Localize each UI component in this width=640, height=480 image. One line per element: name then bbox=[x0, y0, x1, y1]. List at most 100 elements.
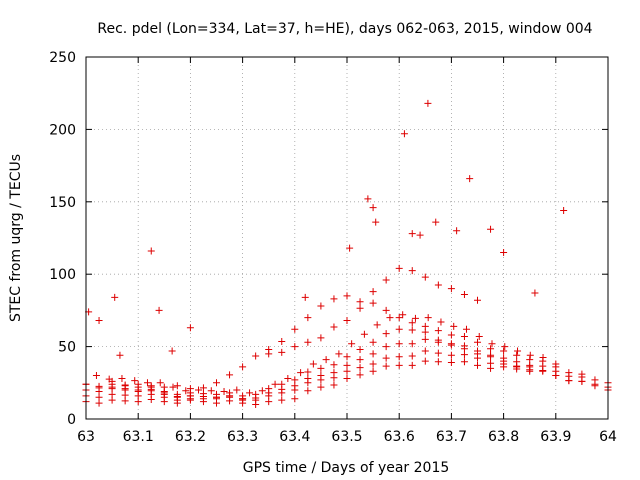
data-point bbox=[297, 369, 305, 377]
data-point bbox=[460, 290, 468, 298]
data-point bbox=[513, 362, 521, 370]
data-point bbox=[304, 374, 312, 382]
data-point bbox=[291, 325, 299, 333]
data-point bbox=[434, 327, 442, 335]
data-point bbox=[335, 350, 343, 358]
data-point bbox=[317, 372, 325, 380]
data-point bbox=[487, 359, 495, 367]
data-point bbox=[258, 387, 266, 395]
y-axis-label: STEC from uqrg / TECUs bbox=[8, 154, 24, 322]
data-point bbox=[252, 352, 260, 360]
x-tick-label: 63.9 bbox=[540, 429, 571, 445]
data-point bbox=[460, 358, 468, 366]
data-point bbox=[356, 304, 364, 312]
data-point bbox=[408, 352, 416, 360]
data-point bbox=[348, 340, 356, 348]
data-point bbox=[95, 317, 103, 325]
data-point bbox=[434, 336, 442, 344]
data-point bbox=[322, 356, 330, 364]
data-point bbox=[382, 330, 390, 338]
data-point bbox=[343, 374, 351, 382]
data-point bbox=[330, 361, 338, 369]
data-point bbox=[447, 331, 455, 339]
x-tick-label: 63 bbox=[77, 429, 95, 445]
data-point bbox=[111, 293, 119, 301]
data-point bbox=[500, 357, 508, 365]
data-point bbox=[487, 351, 495, 359]
data-point bbox=[432, 218, 440, 226]
x-tick-label: 63.5 bbox=[331, 429, 362, 445]
data-point bbox=[369, 350, 377, 358]
data-point bbox=[421, 357, 429, 365]
data-point bbox=[131, 377, 139, 385]
data-point bbox=[487, 345, 495, 353]
data-point bbox=[195, 386, 203, 394]
data-point bbox=[304, 368, 312, 376]
data-point bbox=[395, 264, 403, 272]
data-point bbox=[220, 387, 228, 395]
data-point bbox=[343, 353, 351, 361]
data-point bbox=[400, 130, 408, 138]
data-point bbox=[460, 345, 468, 353]
data-point bbox=[531, 289, 539, 297]
data-point bbox=[437, 318, 445, 326]
data-point bbox=[501, 343, 509, 351]
x-tick-label: 63.3 bbox=[227, 429, 258, 445]
data-point bbox=[108, 383, 116, 391]
data-point bbox=[382, 343, 390, 351]
data-point bbox=[265, 385, 273, 393]
x-axis-label: GPS time / Days of year 2015 bbox=[243, 460, 450, 476]
data-point bbox=[372, 218, 380, 226]
y-tick-label: 50 bbox=[58, 340, 76, 356]
data-point bbox=[304, 338, 312, 346]
data-point bbox=[304, 314, 312, 322]
data-point bbox=[199, 393, 207, 401]
data-point bbox=[578, 370, 586, 378]
data-point bbox=[291, 395, 299, 403]
data-point bbox=[466, 175, 474, 183]
data-point bbox=[330, 369, 338, 377]
data-point bbox=[408, 326, 416, 334]
data-point bbox=[424, 314, 432, 322]
data-point bbox=[239, 395, 247, 403]
data-point bbox=[207, 387, 215, 395]
data-point bbox=[155, 306, 163, 314]
data-point bbox=[317, 383, 325, 391]
data-point bbox=[343, 292, 351, 300]
data-point bbox=[147, 247, 155, 255]
data-point bbox=[395, 340, 403, 348]
data-point bbox=[239, 363, 247, 371]
x-tick-label: 63.8 bbox=[488, 429, 519, 445]
data-point bbox=[233, 386, 241, 394]
data-point bbox=[213, 379, 220, 387]
data-point bbox=[421, 328, 429, 336]
data-point bbox=[356, 356, 364, 364]
data-point bbox=[408, 230, 416, 238]
data-point bbox=[186, 392, 194, 400]
data-point bbox=[356, 371, 364, 379]
data-point bbox=[447, 359, 455, 367]
data-point bbox=[421, 347, 429, 355]
data-point bbox=[474, 296, 481, 304]
data-point bbox=[526, 363, 534, 371]
data-point bbox=[421, 335, 429, 343]
data-point bbox=[474, 361, 481, 369]
data-point bbox=[317, 334, 325, 342]
data-point bbox=[291, 376, 299, 384]
data-point bbox=[382, 276, 390, 284]
data-point bbox=[369, 360, 377, 368]
data-point bbox=[395, 314, 403, 322]
data-point bbox=[118, 374, 126, 382]
data-point bbox=[591, 376, 599, 384]
data-point bbox=[186, 385, 194, 393]
data-point bbox=[526, 356, 534, 364]
y-tick-label: 0 bbox=[67, 412, 76, 428]
chart-title: Rec. pdel (Lon=334, Lat=37, h=HE), days … bbox=[97, 21, 592, 37]
data-point bbox=[278, 338, 286, 346]
data-point bbox=[156, 379, 164, 387]
data-point bbox=[552, 360, 560, 368]
data-point bbox=[121, 385, 129, 393]
data-point bbox=[343, 317, 351, 325]
data-point bbox=[421, 273, 429, 281]
data-point bbox=[160, 389, 168, 397]
